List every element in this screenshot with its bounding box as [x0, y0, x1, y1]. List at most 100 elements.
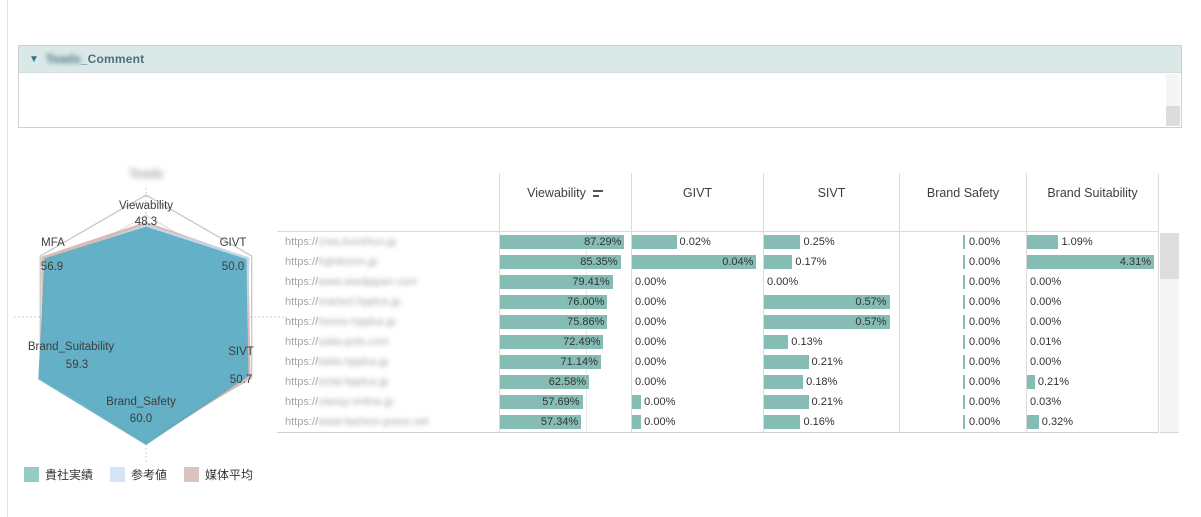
metric-cell-bsafe[interactable]: 0.00% — [899, 292, 1026, 312]
comment-scrollbar-thumb[interactable] — [1166, 106, 1180, 126]
metric-cell-givt[interactable]: 0.00% — [631, 292, 763, 312]
row-url[interactable]: https://saita-puls.com — [277, 332, 499, 352]
table-row[interactable]: https://fujinkoron.jp 85.35% 0.04% 0.17% 0.0… — [277, 252, 1159, 272]
metric-cell-sivt[interactable]: 0.57% — [763, 312, 899, 332]
metric-cell-bsuit[interactable]: 1.09% — [1026, 232, 1159, 252]
comment-panel-header[interactable]: ▼ Teads _Comment — [19, 46, 1181, 73]
metric-cell-vw[interactable]: 57.69% — [499, 392, 631, 412]
row-url[interactable]: https://marisol.hpplus.jp — [277, 292, 499, 312]
metric-cell-sivt[interactable]: 0.57% — [763, 292, 899, 312]
metric-cell-bsafe[interactable]: 0.00% — [899, 272, 1026, 292]
metric-cell-givt[interactable]: 0.02% — [631, 232, 763, 252]
table-scrollbar-track[interactable] — [1160, 233, 1179, 433]
legend-item[interactable]: 参考値 — [110, 466, 167, 483]
metric-cell-givt[interactable]: 0.00% — [631, 372, 763, 392]
row-url[interactable]: https://fujinkoron.jp — [277, 252, 499, 272]
metric-cell-bsafe[interactable]: 0.00% — [899, 312, 1026, 332]
table-row[interactable]: https://www.fashion-press.net 57.34% 0.00%… — [277, 412, 1159, 432]
metric-cell-bsuit[interactable]: 0.01% — [1026, 332, 1159, 352]
url-protocol: https:// — [285, 396, 319, 408]
row-url[interactable]: https://www.fashion-press.net — [277, 412, 499, 432]
row-url[interactable]: https://crea.bunshun.jp — [277, 232, 499, 252]
metric-cell-bsuit[interactable]: 0.00% — [1026, 312, 1159, 332]
sort-descending-icon[interactable] — [592, 189, 604, 198]
legend-item[interactable]: 媒体平均 — [184, 466, 253, 483]
table-row[interactable]: https://crea.bunshun.jp 87.29% 0.02% 0.25% 0… — [277, 232, 1159, 252]
bar-mark — [500, 335, 604, 349]
metric-cell-bsafe[interactable]: 0.00% — [899, 352, 1026, 372]
radar-chart[interactable] — [0, 160, 292, 476]
table-header-sivt[interactable]: SIVT — [763, 173, 899, 231]
metric-cell-vw[interactable]: 85.35% — [499, 252, 631, 272]
table-row[interactable]: https://classy-online.jp 57.69% 0.00% 0.21%… — [277, 392, 1159, 412]
metric-cell-vw[interactable]: 79.41% — [499, 272, 631, 292]
table-scrollbar-thumb[interactable] — [1160, 233, 1179, 279]
metric-cell-vw[interactable]: 75.86% — [499, 312, 631, 332]
table-row[interactable]: https://marisol.hpplus.jp 76.00% 0.00% 0.57… — [277, 292, 1159, 312]
metric-cell-givt[interactable]: 0.00% — [631, 352, 763, 372]
radar-axis-value-MFA: 56.9 — [40, 261, 64, 273]
metric-cell-sivt[interactable]: 0.16% — [763, 412, 899, 432]
metric-cell-sivt[interactable]: 0.17% — [763, 252, 899, 272]
metric-cell-bsafe[interactable]: 0.00% — [899, 372, 1026, 392]
metric-cell-givt[interactable]: 0.00% — [631, 332, 763, 352]
metric-cell-givt[interactable]: 0.00% — [631, 272, 763, 292]
metric-cell-bsafe[interactable]: 0.00% — [899, 412, 1026, 432]
metric-cell-bsuit[interactable]: 0.00% — [1026, 292, 1159, 312]
metric-cell-vw[interactable]: 62.58% — [499, 372, 631, 392]
table-row[interactable]: https://eclat.hpplus.jp 62.58% 0.00% 0.18% 0… — [277, 372, 1159, 392]
table-row[interactable]: https://baila.hpplus.jp 71.14% 0.00% 0.21% 0… — [277, 352, 1159, 372]
collapse-triangle-icon[interactable]: ▼ — [29, 53, 39, 65]
row-url[interactable]: https://baila.hpplus.jp — [277, 352, 499, 372]
metric-cell-sivt[interactable]: 0.18% — [763, 372, 899, 392]
legend-item[interactable]: 貴社実績 — [24, 466, 93, 483]
metric-cell-sivt[interactable]: 0.13% — [763, 332, 899, 352]
metric-cell-bsuit[interactable]: 0.00% — [1026, 352, 1159, 372]
table-row[interactable]: https://www.wwdjapan.com 79.41% 0.00% 0.00%… — [277, 272, 1159, 292]
page-left-border — [7, 0, 8, 517]
metric-cell-vw[interactable]: 71.14% — [499, 352, 631, 372]
metric-cell-bsuit[interactable]: 0.21% — [1026, 372, 1159, 392]
table-row[interactable]: https://saita-puls.com 72.49% 0.00% 0.13% 0.… — [277, 332, 1159, 352]
metric-cell-bsafe[interactable]: 0.00% — [899, 332, 1026, 352]
bar-mark — [764, 355, 809, 369]
table-header-brand-suitability[interactable]: Brand Suitability — [1026, 173, 1159, 231]
table-header-givt[interactable]: GIVT — [631, 173, 763, 231]
radar-series-貴社実績[interactable] — [38, 226, 249, 446]
metric-cell-sivt[interactable]: 0.00% — [763, 272, 899, 292]
cell-value: 0.00% — [969, 336, 1001, 348]
row-url[interactable]: https://www.wwdjapan.com — [277, 272, 499, 292]
metric-cell-sivt[interactable]: 0.21% — [763, 392, 899, 412]
bar-mark — [764, 255, 793, 269]
metric-cell-bsuit[interactable]: 0.00% — [1026, 272, 1159, 292]
cell-value: 0.16% — [803, 416, 835, 428]
zero-bar-mark — [963, 335, 965, 349]
table-header-viewability[interactable]: Viewability — [499, 173, 631, 231]
metric-cell-givt[interactable]: 0.00% — [631, 312, 763, 332]
metric-cell-givt[interactable]: 0.04% — [631, 252, 763, 272]
metric-cell-sivt[interactable]: 0.21% — [763, 352, 899, 372]
metric-cell-vw[interactable]: 76.00% — [499, 292, 631, 312]
table-header-row: Viewability GIVT SIVT Brand Safety Brand Sui… — [277, 173, 1159, 232]
metric-cell-bsafe[interactable]: 0.00% — [899, 392, 1026, 412]
row-url[interactable]: https://eclat.hpplus.jp — [277, 372, 499, 392]
metric-cell-vw[interactable]: 72.49% — [499, 332, 631, 352]
bar-mark — [500, 275, 613, 289]
table-row[interactable]: https://honno.hpplus.jp 75.86% 0.00% 0.57% 0… — [277, 312, 1159, 332]
metric-cell-bsuit[interactable]: 0.03% — [1026, 392, 1159, 412]
table-header-brand-safety[interactable]: Brand Safety — [899, 173, 1026, 231]
metric-cell-givt[interactable]: 0.00% — [631, 392, 763, 412]
metric-cell-bsafe[interactable]: 0.00% — [899, 232, 1026, 252]
metric-cell-givt[interactable]: 0.00% — [631, 412, 763, 432]
metric-cell-bsuit[interactable]: 0.32% — [1026, 412, 1159, 432]
row-url[interactable]: https://honno.hpplus.jp — [277, 312, 499, 332]
metric-cell-vw[interactable]: 57.34% — [499, 412, 631, 432]
metric-cell-sivt[interactable]: 0.25% — [763, 232, 899, 252]
metric-cell-bsafe[interactable]: 0.00% — [899, 252, 1026, 272]
row-url[interactable]: https://classy-online.jp — [277, 392, 499, 412]
radar-chart-area: Teads Viewability 48.3 GIVT 50.0 SIVT 50.7 Bra… — [0, 150, 292, 510]
metric-cell-vw[interactable]: 87.29% — [499, 232, 631, 252]
metric-cell-bsuit[interactable]: 4.31% — [1026, 252, 1159, 272]
url-protocol: https:// — [285, 376, 319, 388]
comment-scrollbar-track[interactable] — [1166, 74, 1180, 126]
